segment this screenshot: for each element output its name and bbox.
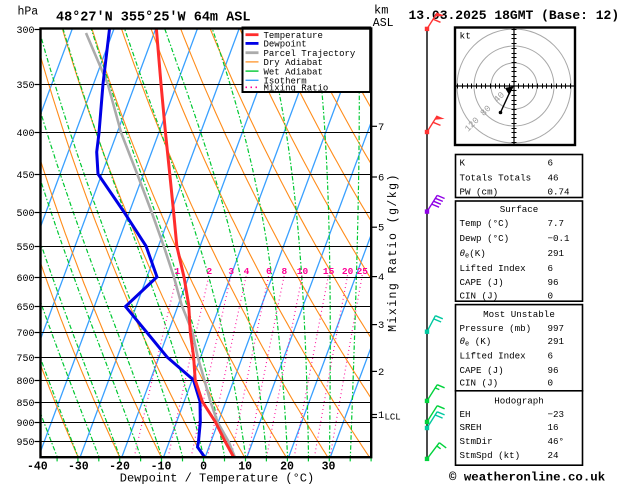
svg-text:6: 6 bbox=[548, 158, 554, 169]
svg-text:6: 6 bbox=[266, 266, 272, 277]
svg-text:400: 400 bbox=[16, 129, 34, 140]
svg-text:Dewpoint: Dewpoint bbox=[264, 40, 307, 50]
svg-text:5: 5 bbox=[378, 223, 384, 235]
svg-text:Isotherm: Isotherm bbox=[264, 77, 307, 87]
svg-text:Dewp (°C): Dewp (°C) bbox=[460, 233, 510, 244]
svg-text:30: 30 bbox=[322, 461, 336, 474]
svg-text:550: 550 bbox=[16, 243, 34, 254]
svg-text:500: 500 bbox=[16, 209, 34, 220]
svg-text:4: 4 bbox=[378, 272, 384, 284]
svg-text:−23: −23 bbox=[548, 409, 565, 420]
svg-text:3: 3 bbox=[228, 266, 234, 277]
svg-text:2: 2 bbox=[206, 266, 212, 277]
svg-text:46: 46 bbox=[548, 173, 559, 184]
svg-text:96: 96 bbox=[548, 277, 559, 288]
svg-text:7: 7 bbox=[378, 122, 384, 134]
svg-text:600: 600 bbox=[16, 274, 34, 285]
svg-text:997: 997 bbox=[548, 323, 565, 334]
svg-text:SREH: SREH bbox=[460, 422, 482, 433]
svg-text:θe(K): θe(K) bbox=[460, 248, 486, 261]
svg-text:Temperature: Temperature bbox=[264, 31, 323, 41]
svg-text:Mixing Ratio (g/kg): Mixing Ratio (g/kg) bbox=[387, 173, 400, 332]
svg-text:-20: -20 bbox=[109, 461, 130, 474]
svg-text:CAPE (J): CAPE (J) bbox=[460, 365, 504, 376]
svg-text:750: 750 bbox=[16, 354, 34, 365]
svg-text:900: 900 bbox=[16, 419, 34, 430]
svg-text:Hodograph: Hodograph bbox=[494, 396, 544, 407]
svg-text:350: 350 bbox=[16, 81, 34, 92]
svg-text:650: 650 bbox=[16, 303, 34, 314]
svg-text:450: 450 bbox=[16, 171, 34, 182]
svg-text:Lifted Index: Lifted Index bbox=[460, 263, 527, 274]
svg-text:24: 24 bbox=[548, 450, 560, 461]
svg-text:Wet Adiabat: Wet Adiabat bbox=[264, 67, 323, 77]
svg-text:0: 0 bbox=[200, 461, 207, 474]
svg-text:EH: EH bbox=[460, 409, 471, 420]
svg-text:© weatheronline.co.uk: © weatheronline.co.uk bbox=[449, 471, 606, 485]
svg-text:1: 1 bbox=[174, 266, 180, 277]
svg-text:291: 291 bbox=[548, 336, 565, 347]
svg-text:Surface: Surface bbox=[500, 204, 539, 215]
svg-text:hPa: hPa bbox=[18, 6, 39, 19]
svg-text:km: km bbox=[374, 4, 388, 18]
svg-text:StmSpd (kt): StmSpd (kt) bbox=[460, 450, 521, 461]
svg-text:10: 10 bbox=[297, 266, 309, 277]
svg-text:700: 700 bbox=[16, 329, 34, 340]
svg-text:300: 300 bbox=[16, 26, 34, 37]
svg-text:Lifted Index: Lifted Index bbox=[460, 351, 527, 362]
svg-text:Most Unstable: Most Unstable bbox=[483, 309, 555, 320]
svg-text:291: 291 bbox=[548, 248, 565, 259]
svg-text:0: 0 bbox=[548, 378, 554, 389]
svg-text:Temp (°C): Temp (°C) bbox=[460, 218, 510, 229]
svg-text:-30: -30 bbox=[68, 461, 89, 474]
svg-text:6: 6 bbox=[548, 263, 554, 274]
svg-text:6: 6 bbox=[548, 351, 554, 362]
svg-text:850: 850 bbox=[16, 399, 34, 410]
svg-text:6: 6 bbox=[378, 173, 384, 185]
svg-text:96: 96 bbox=[548, 365, 559, 376]
svg-text:LCL: LCL bbox=[385, 413, 401, 423]
svg-text:48°27'N 355°25'W 64m ASL: 48°27'N 355°25'W 64m ASL bbox=[56, 11, 250, 26]
svg-text:CIN (J): CIN (J) bbox=[460, 378, 499, 389]
svg-text:θe (K): θe (K) bbox=[460, 336, 492, 349]
svg-text:Dewpoint / Temperature (°C): Dewpoint / Temperature (°C) bbox=[120, 472, 314, 486]
svg-text:CAPE (J): CAPE (J) bbox=[460, 277, 504, 288]
svg-text:0: 0 bbox=[548, 291, 554, 302]
svg-text:3: 3 bbox=[378, 320, 384, 332]
svg-text:8: 8 bbox=[282, 266, 288, 277]
svg-text:Pressure (mb): Pressure (mb) bbox=[460, 323, 532, 334]
svg-text:20: 20 bbox=[342, 266, 354, 277]
svg-text:2: 2 bbox=[378, 367, 384, 379]
svg-text:−0.1: −0.1 bbox=[548, 233, 571, 244]
svg-text:25: 25 bbox=[357, 266, 369, 277]
svg-text:K: K bbox=[460, 158, 466, 169]
svg-text:StmDir: StmDir bbox=[460, 436, 493, 447]
svg-text:CIN (J): CIN (J) bbox=[460, 291, 499, 302]
svg-text:Dry Adiabat: Dry Adiabat bbox=[264, 58, 323, 68]
svg-text:10: 10 bbox=[238, 461, 252, 474]
svg-text:4: 4 bbox=[244, 266, 250, 277]
svg-text:kt: kt bbox=[460, 31, 471, 42]
svg-text:-40: -40 bbox=[27, 461, 48, 474]
svg-text:1: 1 bbox=[378, 410, 384, 422]
svg-text:PW (cm): PW (cm) bbox=[460, 187, 499, 198]
svg-text:46°: 46° bbox=[548, 436, 565, 447]
svg-text:15: 15 bbox=[323, 266, 335, 277]
svg-text:Parcel Trajectory: Parcel Trajectory bbox=[264, 49, 356, 59]
svg-text:Totals Totals: Totals Totals bbox=[460, 173, 532, 184]
svg-text:ASL: ASL bbox=[373, 17, 394, 30]
svg-text:13.03.2025 18GMT (Base: 12): 13.03.2025 18GMT (Base: 12) bbox=[409, 8, 620, 23]
svg-text:16: 16 bbox=[548, 422, 559, 433]
svg-text:7.7: 7.7 bbox=[548, 218, 565, 229]
svg-text:20: 20 bbox=[280, 461, 294, 474]
svg-text:0.74: 0.74 bbox=[548, 187, 571, 198]
svg-text:800: 800 bbox=[16, 377, 34, 388]
svg-text:-10: -10 bbox=[151, 461, 172, 474]
svg-text:Mixing Ratio: Mixing Ratio bbox=[264, 84, 329, 94]
svg-text:950: 950 bbox=[16, 438, 34, 449]
